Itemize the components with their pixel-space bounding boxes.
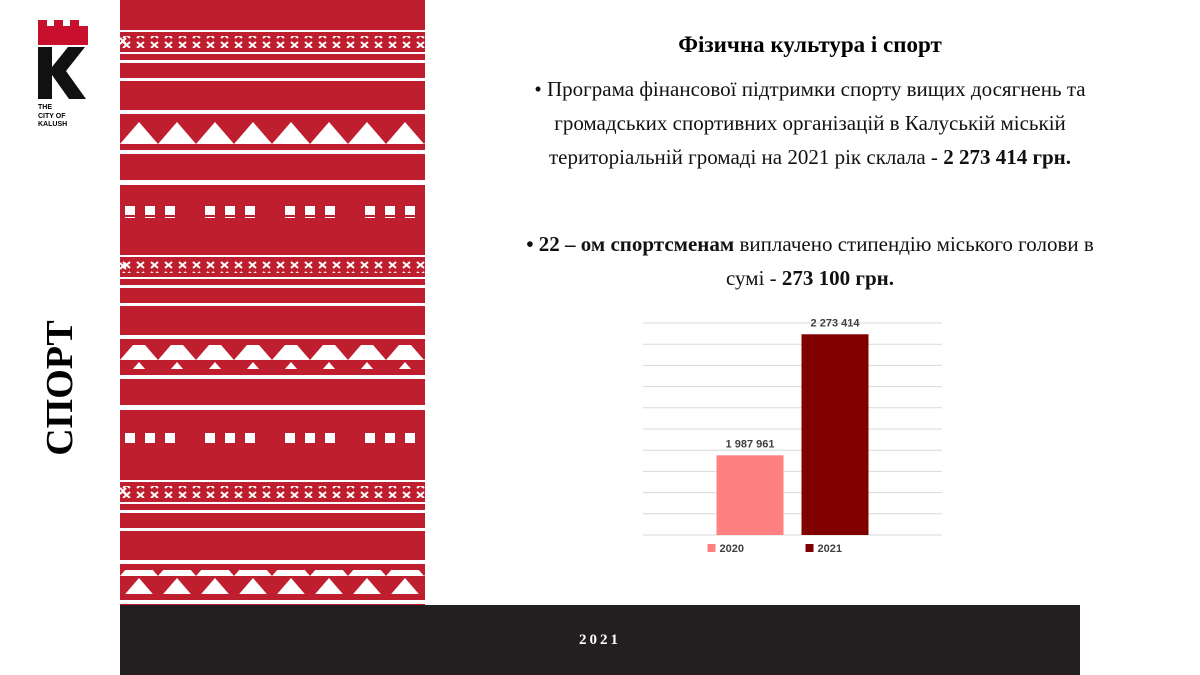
bar — [716, 455, 784, 535]
bullet: • 22 – ом спортсменам виплачено стипенді… — [505, 227, 1115, 295]
bar — [801, 334, 869, 535]
bullet: • Програма фінансової підтримки спорту в… — [505, 72, 1115, 174]
bullet-bold: • 22 – ом спортсменам — [526, 232, 735, 256]
logo-text: THE CITY OF KALUSH — [38, 104, 67, 130]
logo-line: CITY OF — [38, 112, 66, 120]
bullet-bold: 2 273 414 грн. — [943, 145, 1072, 169]
side-title: СПОРТ — [39, 320, 81, 456]
heading: Фізична культура і спорт — [678, 32, 942, 57]
legend-label: 2020 — [720, 543, 744, 555]
logo-line: KALUSH — [38, 121, 68, 128]
ornament — [120, 0, 425, 605]
bullet-text: виплачено стипендію міського голови в су… — [726, 232, 1094, 290]
legend-swatch — [805, 544, 814, 552]
chart: 1 987 961 2 273 414 2020 2021 — [643, 317, 942, 555]
logo-emblem — [38, 20, 88, 99]
data-label: 1 987 961 — [726, 438, 775, 450]
bullet-bold: 273 100 грн. — [781, 266, 894, 290]
legend-label: 2021 — [818, 543, 842, 555]
data-label: 2 273 414 — [811, 317, 861, 329]
legend-swatch — [707, 544, 716, 552]
logo-line: THE — [38, 104, 52, 111]
bullet-text: • Програма фінансової підтримки спорту в… — [534, 77, 1086, 169]
footer: 2021 — [120, 605, 1080, 675]
